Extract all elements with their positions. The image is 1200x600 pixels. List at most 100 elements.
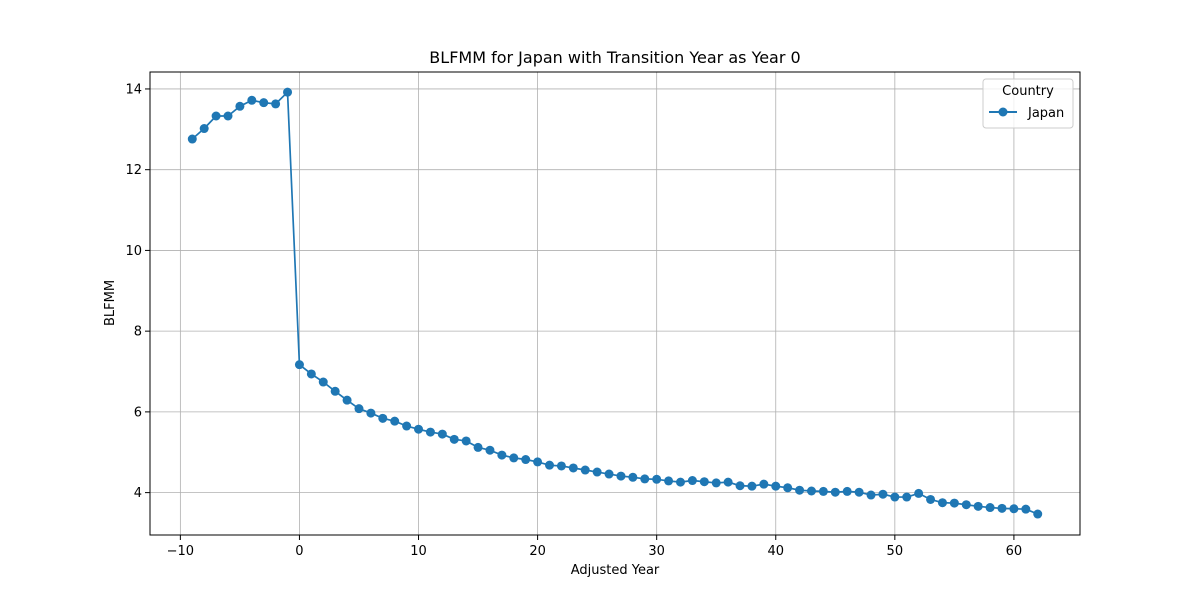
data-point [818, 486, 828, 496]
data-point [425, 427, 435, 437]
data-point [699, 477, 709, 487]
x-tick-label: 50 [887, 544, 904, 559]
data-point [378, 413, 388, 423]
data-point [461, 436, 471, 446]
data-point [556, 461, 566, 471]
legend-label-japan: Japan [1027, 106, 1064, 121]
data-point [497, 450, 507, 460]
data-point [580, 465, 590, 475]
data-point [366, 408, 376, 418]
data-point [687, 476, 697, 486]
data-point [628, 472, 638, 482]
data-point [973, 501, 983, 511]
x-tick-label: 40 [767, 544, 784, 559]
chart-title: BLFMM for Japan with Transition Year as … [429, 48, 800, 67]
data-point [937, 498, 947, 508]
x-tick-label: 10 [410, 544, 427, 559]
data-point [795, 485, 805, 495]
x-axis-label: Adjusted Year [571, 563, 660, 578]
data-point [1021, 504, 1031, 514]
data-point [271, 99, 281, 109]
data-point [283, 87, 293, 97]
data-point [306, 369, 316, 379]
data-point [545, 460, 555, 470]
x-tick-label: 0 [295, 544, 303, 559]
y-tick-label: 10 [125, 244, 142, 259]
data-point [259, 98, 269, 108]
y-tick-label: 6 [134, 405, 142, 420]
y-tick-label: 12 [125, 163, 142, 178]
data-point [414, 424, 424, 434]
data-point [997, 503, 1007, 513]
data-point [949, 498, 959, 508]
data-point [342, 395, 352, 405]
data-point [485, 445, 495, 455]
legend-marker-swatch [998, 107, 1008, 117]
x-tick-label: 30 [648, 544, 665, 559]
data-point [711, 478, 721, 488]
legend-box [982, 78, 1074, 129]
data-point [592, 467, 602, 477]
data-point [390, 416, 400, 426]
data-point [211, 111, 221, 121]
data-point [878, 489, 888, 499]
y-tick-label: 4 [134, 486, 142, 501]
plot-frame [149, 71, 1081, 536]
data-point [759, 479, 769, 489]
series-layer [187, 87, 1043, 519]
x-tick-label: −10 [167, 544, 194, 559]
data-point [402, 421, 412, 431]
data-point [604, 469, 614, 479]
data-point [187, 134, 197, 144]
data-point [235, 101, 245, 111]
legend: Country Japan [982, 78, 1074, 129]
data-point [675, 477, 685, 487]
data-point [890, 492, 900, 502]
data-point [866, 490, 876, 500]
data-point [509, 453, 519, 463]
data-point [664, 476, 674, 486]
data-point [616, 471, 626, 481]
y-tick-label: 14 [125, 82, 142, 97]
y-axis-ticks: 4 6 8 10 12 14 [125, 82, 150, 501]
data-point [199, 124, 209, 134]
data-point [961, 500, 971, 510]
data-point [294, 360, 304, 370]
data-point [223, 111, 233, 121]
data-point [985, 503, 995, 513]
data-point [926, 494, 936, 504]
data-point [914, 488, 924, 498]
data-point [1009, 504, 1019, 514]
data-point [747, 481, 757, 491]
data-point [330, 386, 340, 396]
x-tick-label: 20 [529, 544, 546, 559]
data-point [521, 455, 531, 465]
grid-lines [150, 72, 1080, 535]
data-point [842, 486, 852, 496]
data-point [354, 404, 364, 414]
y-tick-label: 8 [134, 325, 142, 340]
x-axis-ticks: −10 0 10 20 30 40 50 60 [167, 535, 1023, 559]
y-axis-label: BLFMM [103, 280, 118, 326]
data-point [771, 481, 781, 491]
data-point [437, 429, 447, 439]
data-point [449, 434, 459, 444]
x-tick-label: 60 [1006, 544, 1023, 559]
data-point [652, 474, 662, 484]
data-point [830, 487, 840, 497]
data-point [533, 457, 543, 467]
data-point [735, 481, 745, 491]
data-point [473, 442, 483, 452]
data-point [568, 463, 578, 473]
data-point [854, 487, 864, 497]
data-point [1033, 509, 1043, 519]
data-point [640, 474, 650, 484]
data-point [783, 483, 793, 493]
data-point [723, 477, 733, 487]
data-point [806, 486, 816, 496]
data-point [902, 492, 912, 502]
data-point [318, 377, 328, 387]
data-point [247, 95, 257, 105]
legend-title: Country [1002, 84, 1054, 99]
